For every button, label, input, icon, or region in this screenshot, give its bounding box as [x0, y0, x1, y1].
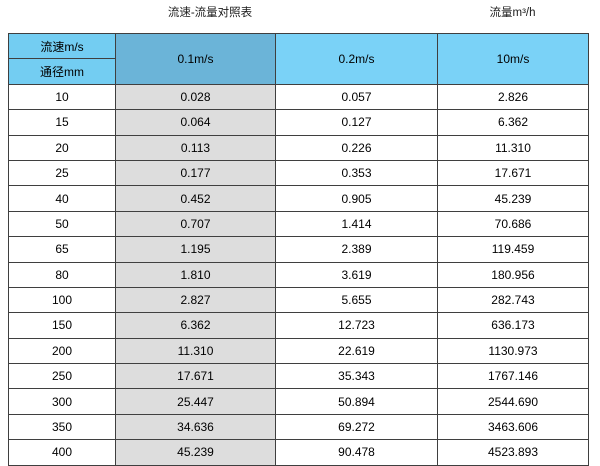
cell-diameter: 100	[8, 286, 116, 314]
cell-flow-0.1: 34.636	[115, 413, 276, 441]
cell-flow-0.1: 0.707	[115, 210, 276, 238]
cell-diameter: 300	[8, 388, 116, 415]
table-body: 10 0.028 0.057 2.826 15 0.064 0.127 6.362 20 0.11…	[8, 83, 589, 466]
caption-row: 流速-流量对照表 流量m³/h	[0, 0, 600, 32]
cell-flow-0.1: 0.064	[115, 109, 276, 136]
cell-flow-10: 17.671	[437, 159, 589, 187]
cell-flow-0.2: 1.414	[275, 210, 438, 238]
column-header-2: 10m/s	[437, 33, 589, 85]
table-row: 15 0.064 0.127 6.362	[8, 109, 589, 136]
cell-flow-10: 636.173	[437, 312, 589, 339]
cell-diameter: 15	[8, 109, 116, 136]
table-row: 350 34.636 69.272 3463.606	[8, 413, 589, 441]
cell-diameter: 10	[8, 83, 116, 111]
table-row: 300 25.447 50.894 2544.690	[8, 388, 589, 415]
cell-flow-0.1: 0.028	[115, 83, 276, 111]
header-row-bottom: 通径mm	[8, 58, 589, 85]
cell-flow-0.1: 0.113	[115, 134, 276, 161]
cell-flow-0.1: 11.310	[115, 337, 276, 365]
column-header-1: 0.2m/s	[275, 33, 438, 85]
cell-flow-0.2: 22.619	[275, 337, 438, 365]
table-row: 40 0.452 0.905 45.239	[8, 185, 589, 212]
corner-header-velocity: 流速m/s	[8, 32, 116, 60]
cell-flow-0.2: 0.353	[275, 159, 438, 187]
cell-flow-10: 2544.690	[437, 388, 589, 415]
cell-flow-0.1: 25.447	[115, 388, 276, 415]
cell-flow-0.2: 69.272	[275, 413, 438, 441]
cell-flow-10: 45.239	[437, 185, 589, 212]
cell-flow-0.2: 0.905	[275, 185, 438, 212]
cell-diameter: 65	[8, 236, 116, 263]
cell-flow-0.1: 17.671	[115, 363, 276, 390]
table-row: 150 6.362 12.723 636.173	[8, 312, 589, 339]
cell-diameter: 40	[8, 185, 116, 212]
cell-flow-0.2: 50.894	[275, 388, 438, 415]
cell-flow-10: 2.826	[437, 83, 589, 111]
table-row: 200 11.310 22.619 1130.973	[8, 337, 589, 365]
table-row: 80 1.810 3.619 180.956	[8, 261, 589, 288]
flow-comparison-table: 流速m/s 0.1m/s 0.2m/s 10m/s 通径mm 10 0.028 0.…	[8, 32, 589, 466]
corner-header-diameter: 通径mm	[8, 58, 116, 85]
cell-flow-0.1: 1.195	[115, 236, 276, 263]
cell-diameter: 200	[8, 337, 116, 365]
cell-flow-0.1: 0.452	[115, 185, 276, 212]
cell-flow-10: 119.459	[437, 236, 589, 263]
table-row: 25 0.177 0.353 17.671	[8, 159, 589, 187]
table-header: 流速m/s 0.1m/s 0.2m/s 10m/s 通径mm	[8, 32, 589, 85]
cell-flow-10: 1130.973	[437, 337, 589, 365]
cell-flow-10: 4523.893	[437, 439, 589, 466]
cell-diameter: 50	[8, 210, 116, 238]
cell-diameter: 350	[8, 413, 116, 441]
cell-flow-0.2: 0.226	[275, 134, 438, 161]
cell-flow-0.2: 3.619	[275, 261, 438, 288]
units-title: 流量m³/h	[489, 7, 536, 19]
table-row: 100 2.827 5.655 282.743	[8, 286, 589, 314]
header-row-top: 流速m/s 0.1m/s 0.2m/s 10m/s	[8, 32, 589, 85]
cell-flow-0.1: 0.177	[115, 159, 276, 187]
cell-flow-10: 70.686	[437, 210, 589, 238]
cell-diameter: 20	[8, 134, 116, 161]
table-row: 50 0.707 1.414 70.686	[8, 210, 589, 238]
cell-diameter: 150	[8, 312, 116, 339]
cell-diameter: 400	[8, 439, 116, 466]
table-row: 10 0.028 0.057 2.826	[8, 83, 589, 111]
cell-flow-0.1: 2.827	[115, 286, 276, 314]
table-row: 65 1.195 2.389 119.459	[8, 236, 589, 263]
cell-flow-0.2: 5.655	[275, 286, 438, 314]
cell-flow-0.2: 90.478	[275, 439, 438, 466]
cell-flow-0.1: 1.810	[115, 261, 276, 288]
cell-flow-0.2: 12.723	[275, 312, 438, 339]
cell-flow-10: 180.956	[437, 261, 589, 288]
cell-flow-10: 11.310	[437, 134, 589, 161]
cell-diameter: 250	[8, 363, 116, 390]
cell-diameter: 25	[8, 159, 116, 187]
cell-flow-0.1: 45.239	[115, 439, 276, 466]
cell-flow-0.2: 0.057	[275, 83, 438, 111]
comparison-table-container: 流速m/s 0.1m/s 0.2m/s 10m/s 通径mm 10 0.028 0.…	[8, 32, 589, 466]
table-row: 250 17.671 35.343 1767.146	[8, 363, 589, 390]
cell-flow-10: 1767.146	[437, 363, 589, 390]
cell-diameter: 80	[8, 261, 116, 288]
cell-flow-0.2: 0.127	[275, 109, 438, 136]
cell-flow-0.2: 2.389	[275, 236, 438, 263]
chart-title: 流速-流量对照表	[167, 7, 253, 19]
cell-flow-10: 3463.606	[437, 413, 589, 441]
column-header-0: 0.1m/s	[115, 33, 276, 85]
cell-flow-0.1: 6.362	[115, 312, 276, 339]
table-row: 20 0.113 0.226 11.310	[8, 134, 589, 161]
table-row: 400 45.239 90.478 4523.893	[8, 439, 589, 466]
cell-flow-0.2: 35.343	[275, 363, 438, 390]
cell-flow-10: 282.743	[437, 286, 589, 314]
cell-flow-10: 6.362	[437, 109, 589, 136]
